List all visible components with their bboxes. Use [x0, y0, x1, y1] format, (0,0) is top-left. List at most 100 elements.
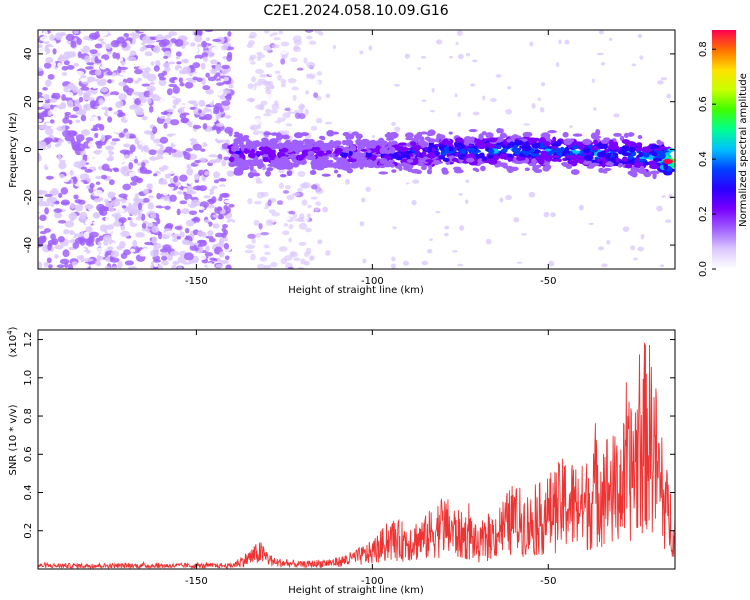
heatmap-cell — [129, 144, 136, 153]
heatmap-cell — [97, 38, 104, 42]
heatmap-cell — [176, 208, 181, 216]
heatmap-cell — [313, 92, 319, 98]
heatmap-cell — [595, 129, 601, 136]
snr-y-ticks: 0.2 0.4 0.6 0.8 1.0 1.2 — [23, 332, 675, 539]
heatmap-cell — [255, 150, 261, 155]
heatmap-cell — [222, 223, 228, 229]
heatmap-cell — [457, 153, 466, 158]
heatmap-cell — [510, 166, 519, 172]
heatmap-cell — [403, 166, 412, 171]
heatmap-cell — [391, 256, 396, 262]
heatmap-cell — [49, 104, 55, 110]
heatmap-cell — [410, 141, 417, 147]
heatmap-cell — [220, 185, 225, 192]
heatmap-cell — [405, 150, 412, 155]
heatmap-cell — [480, 143, 487, 149]
heatmap-cell — [160, 199, 166, 207]
heatmap-cell — [600, 139, 609, 144]
heatmap-cell — [650, 170, 660, 175]
heatmap-cell — [122, 85, 130, 93]
heatmap-cell — [205, 37, 211, 42]
heatmap-cell — [194, 159, 202, 163]
heatmap-cell — [93, 198, 102, 203]
heatmap-cell — [123, 143, 131, 148]
heatmap-cell — [188, 30, 193, 36]
heatmap-cell — [540, 81, 546, 87]
heatmap-cell — [265, 89, 272, 95]
colorbar-gradient — [712, 30, 736, 269]
heatmap-cell — [582, 138, 592, 146]
heatmap-cell — [310, 125, 318, 131]
heatmap-cell — [306, 213, 312, 219]
heatmap-cell — [113, 168, 120, 173]
heatmap-cell — [285, 139, 292, 146]
heatmap-cell — [99, 156, 106, 160]
heatmap-cell — [101, 106, 109, 110]
heatmap-cell — [160, 115, 166, 120]
heatmap-cell — [255, 247, 262, 254]
heatmap-cell — [608, 139, 614, 146]
heatmap-cell — [279, 173, 287, 178]
heatmap-cell — [167, 183, 176, 188]
heatmap-cell — [453, 166, 462, 171]
heatmap-cell — [136, 112, 145, 116]
heatmap-cell — [291, 192, 300, 197]
heatmap-cell — [622, 226, 630, 233]
heatmap-cell — [119, 149, 130, 154]
heatmap-cell — [132, 208, 138, 216]
heatmap-cell — [148, 195, 154, 199]
heatmap-cell — [307, 142, 314, 149]
heatmap-cell — [218, 240, 224, 248]
heatmap-cell — [292, 213, 298, 219]
heatmap-cell — [172, 238, 179, 242]
heatmap-cell — [270, 109, 278, 114]
heatmap-cell — [177, 191, 183, 195]
heatmap-cell — [80, 129, 91, 136]
heatmap-cell — [312, 117, 317, 124]
heatmap-cell — [207, 51, 215, 58]
heatmap-cell — [73, 30, 79, 35]
heatmap-cell — [201, 40, 208, 48]
heatmap-cell — [214, 232, 225, 238]
heatmap-cell — [38, 188, 44, 196]
colorbar-tick-label: 0.2 — [698, 206, 709, 222]
heatmap-cell — [235, 150, 242, 155]
heatmap-cell — [284, 254, 293, 261]
heatmap-cell — [118, 100, 124, 108]
heatmap-cell — [249, 164, 254, 171]
heatmap-cell — [637, 33, 643, 39]
heatmap-cell — [121, 168, 131, 177]
heatmap-cell — [70, 40, 77, 48]
heatmap-cell — [117, 156, 127, 163]
heatmap-cell — [151, 95, 161, 102]
heatmap-cell — [294, 112, 301, 119]
heatmap-cell — [221, 100, 231, 106]
heatmap-cell — [301, 149, 309, 157]
heatmap-cell — [73, 62, 80, 67]
heatmap-cell — [271, 44, 280, 49]
heatmap-cell — [156, 192, 162, 200]
heatmap-cell — [627, 155, 634, 160]
heatmap-cell — [637, 134, 643, 140]
heatmap-cell — [203, 65, 213, 71]
heatmap-cell — [42, 30, 48, 37]
heatmap-cell — [74, 199, 83, 204]
heatmap-cell — [156, 218, 161, 225]
heatmap-cell — [94, 260, 101, 266]
heatmap-cell — [361, 197, 366, 203]
heatmap-cell — [638, 151, 644, 157]
heatmap-cell — [593, 106, 597, 111]
heatmap-cell — [54, 143, 60, 148]
heatmap-cell — [181, 125, 190, 129]
heatmap-cell — [151, 145, 161, 151]
heatmap-cell — [345, 178, 350, 185]
heatmap-cell — [103, 38, 112, 44]
heatmap-cell — [234, 166, 245, 173]
heatmap-cell — [186, 198, 193, 205]
heatmap-cell — [129, 32, 140, 37]
heatmap-cell — [38, 186, 47, 191]
heatmap-cell — [266, 264, 272, 269]
heatmap-cell — [263, 30, 270, 34]
heatmap-cell — [110, 250, 120, 258]
heatmap-cell — [129, 181, 138, 186]
